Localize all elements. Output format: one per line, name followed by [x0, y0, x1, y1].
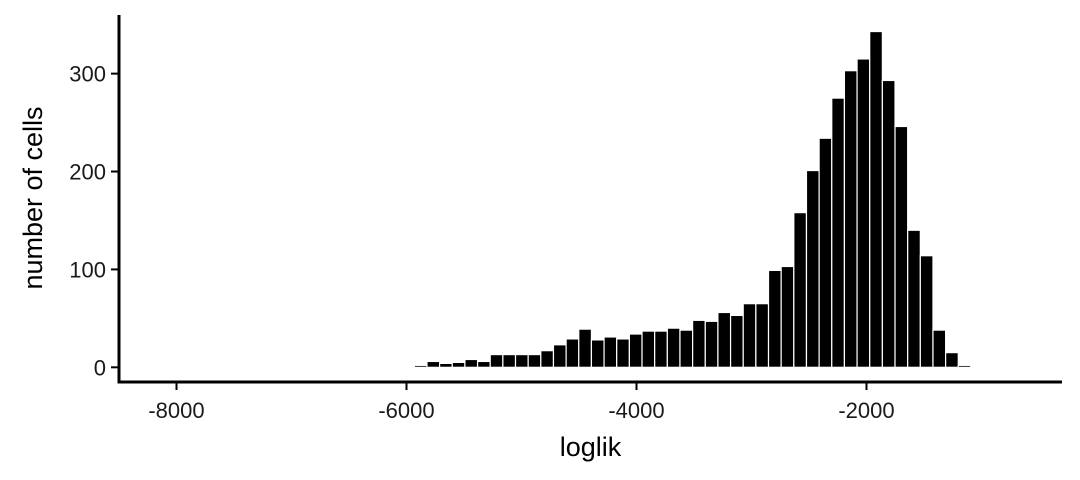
bars-group — [160, 30, 985, 368]
histogram-bar — [552, 344, 567, 368]
histogram-bar — [578, 328, 593, 368]
histogram-bar — [831, 97, 846, 368]
histogram-bar — [502, 353, 517, 368]
histogram-bar — [818, 137, 833, 368]
histogram-bar — [603, 336, 618, 368]
histogram-bar — [312, 365, 327, 368]
histogram-bar — [223, 365, 238, 368]
x-tick-label: -4000 — [608, 398, 664, 423]
histogram-bar — [843, 70, 858, 368]
histogram-bar — [186, 365, 200, 368]
histogram-bar — [464, 358, 479, 368]
histogram-bar — [628, 333, 643, 368]
histogram-bar — [337, 365, 352, 368]
y-tick-label: 300 — [69, 62, 106, 87]
histogram-bar — [945, 352, 959, 368]
y-axis-title: number of cells — [18, 106, 48, 289]
x-axis-ticks: -8000 -6000 -4000 -2000 — [148, 382, 895, 423]
histogram-bar — [919, 255, 934, 368]
histogram-bar — [767, 269, 782, 368]
x-tick-label: -8000 — [148, 398, 204, 423]
histogram-bar — [198, 365, 213, 368]
histogram-bar — [540, 350, 555, 368]
histogram-bar — [426, 360, 441, 368]
histogram-bar — [388, 365, 403, 368]
histogram-bar — [894, 125, 909, 368]
histogram-bar — [704, 320, 719, 368]
histogram-bar — [261, 365, 276, 368]
histogram-bar — [755, 303, 770, 368]
y-axis-ticks: 0 100 200 300 — [69, 62, 119, 380]
histogram-bar — [881, 79, 896, 368]
x-tick-label: -2000 — [838, 398, 894, 423]
histogram-bar — [666, 327, 681, 368]
histogram-bar — [363, 365, 377, 368]
histogram-bar — [679, 329, 694, 368]
histogram-bar — [616, 338, 630, 368]
histogram-bar — [236, 365, 251, 368]
histogram-bar — [413, 364, 428, 368]
histogram-bar — [641, 330, 656, 368]
histogram-bar — [274, 365, 289, 368]
histogram-bar — [249, 365, 264, 368]
histogram-bar — [451, 361, 466, 368]
histogram-bar — [793, 212, 808, 368]
histogram-bar — [856, 58, 871, 368]
histogram-bar — [907, 229, 921, 368]
histogram-bar — [742, 303, 757, 368]
histogram-bar — [439, 362, 453, 368]
y-tick-label: 200 — [69, 160, 106, 185]
histogram-bar — [514, 353, 529, 368]
histogram-bar — [527, 353, 542, 368]
histogram-bar — [160, 365, 175, 368]
histogram-bar — [590, 339, 605, 368]
histogram-bar — [211, 365, 226, 368]
y-tick-label: 100 — [69, 257, 106, 282]
histogram-bar — [717, 311, 732, 368]
histogram-bar — [476, 360, 491, 368]
histogram-bar — [957, 364, 972, 368]
histogram-bar — [325, 365, 340, 368]
histogram-bar — [869, 30, 883, 368]
histogram-bar — [173, 365, 188, 368]
histogram-bar — [565, 338, 580, 368]
histogram-bar — [932, 329, 947, 368]
x-tick-label: -6000 — [378, 398, 434, 423]
x-axis-title: loglik — [560, 432, 622, 462]
histogram-bar — [299, 365, 314, 368]
histogram-bar — [970, 365, 985, 368]
histogram-bar — [287, 365, 302, 368]
histogram-bar — [729, 314, 744, 368]
histogram-bar — [401, 365, 415, 368]
histogram-bar — [654, 330, 668, 368]
histogram-bar — [375, 365, 390, 368]
histogram-bar — [350, 365, 365, 368]
histogram-bar — [805, 169, 820, 368]
y-tick-label: 0 — [94, 355, 106, 380]
histogram-bar — [692, 319, 706, 368]
histogram-bar — [780, 265, 795, 368]
histogram-bar — [489, 353, 504, 368]
